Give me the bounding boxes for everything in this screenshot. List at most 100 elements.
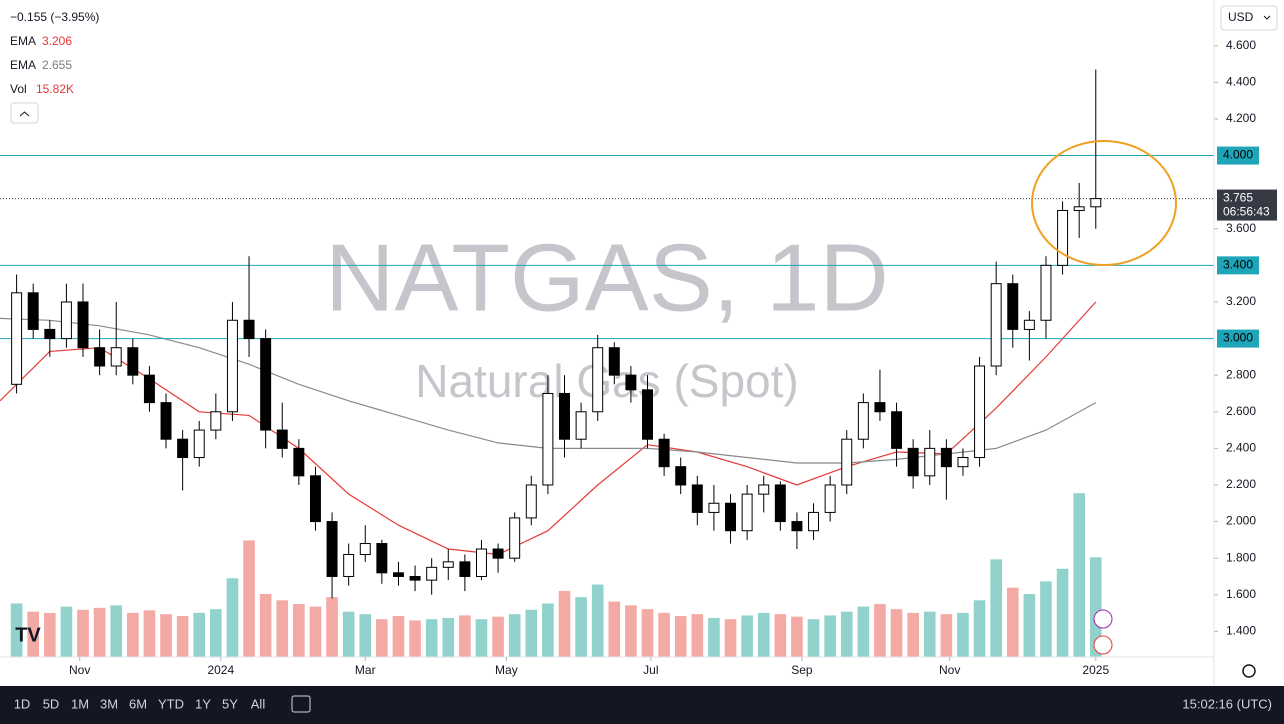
candle-body <box>409 575 421 581</box>
volume-bar <box>60 606 73 657</box>
level-label-bg <box>1217 256 1259 275</box>
volume-bar <box>757 612 770 657</box>
candle-body <box>260 338 272 431</box>
x-tick-label: Mar <box>355 663 376 677</box>
range-button[interactable]: 5Y <box>222 696 238 711</box>
volume-bar <box>226 578 239 657</box>
candle-body <box>44 328 56 340</box>
x-tick-label: Jul <box>643 663 658 677</box>
y-tick-label: 1.800 <box>1226 550 1256 564</box>
volume-bar <box>525 609 538 657</box>
volume-bar <box>160 614 172 657</box>
candle-body <box>940 447 952 468</box>
volume-bar <box>143 610 156 657</box>
candle-body <box>376 543 388 574</box>
candle-body <box>492 548 504 559</box>
candle-body <box>475 548 487 577</box>
volume-bar <box>243 540 255 657</box>
candle-body <box>509 517 521 559</box>
volume-bar <box>990 559 1002 657</box>
collapse-button[interactable] <box>10 102 39 124</box>
candle-body <box>343 554 355 577</box>
volume-bar <box>1089 557 1102 657</box>
y-tick-label: 4.600 <box>1226 38 1256 52</box>
volume-bar <box>475 619 488 657</box>
y-tick-label: 1.600 <box>1226 587 1256 601</box>
volume-bar <box>542 603 554 657</box>
candle-body <box>60 301 72 340</box>
calendar-icon[interactable] <box>291 695 311 713</box>
volume-bar <box>127 612 139 657</box>
y-tick-label: 2.200 <box>1226 477 1256 491</box>
range-button[interactable]: 3M <box>100 696 118 711</box>
range-button[interactable]: 1M <box>71 696 89 711</box>
candle-body <box>326 521 338 577</box>
volume-bar <box>176 616 189 657</box>
candle-body <box>691 484 703 513</box>
candle-body <box>791 521 803 532</box>
volume-bar <box>591 584 604 657</box>
range-button[interactable]: YTD <box>158 696 184 711</box>
candle-body <box>1073 206 1085 211</box>
event-icon[interactable] <box>1093 635 1113 655</box>
volume-bar <box>492 616 504 657</box>
candle-body <box>741 493 753 532</box>
volume-bar <box>326 597 338 657</box>
y-tick-label: 3.600 <box>1226 221 1256 235</box>
volume-bar <box>210 609 222 657</box>
event-icon[interactable] <box>1093 609 1113 629</box>
candle-body <box>824 484 836 513</box>
settings-icon[interactable] <box>1242 664 1256 678</box>
currency-button[interactable] <box>1220 5 1278 31</box>
x-tick-label: Sep <box>791 663 813 677</box>
volume-bar <box>459 615 471 657</box>
volume-bar <box>674 616 687 657</box>
volume-bar <box>575 597 587 657</box>
range-button[interactable]: 1Y <box>195 696 211 711</box>
currency[interactable]: USD <box>1228 10 1254 24</box>
candle-body <box>359 543 371 556</box>
candle-body <box>708 502 720 513</box>
candle-body <box>293 447 305 477</box>
y-tick-label: 2.000 <box>1226 514 1256 528</box>
volume-bar <box>658 612 670 657</box>
candle-body <box>1057 209 1069 266</box>
volume-bar <box>774 614 787 657</box>
volume-bar <box>77 609 89 657</box>
range-button[interactable]: 5D <box>43 696 60 711</box>
volume-bar <box>857 606 870 657</box>
volume-bar <box>1023 594 1036 657</box>
candle-body <box>442 561 454 568</box>
candle-body <box>27 292 39 330</box>
volume-bar <box>691 614 704 657</box>
candle-body <box>957 457 969 468</box>
volume-bar <box>442 617 455 657</box>
x-tick-label: May <box>495 663 518 677</box>
range-button[interactable]: 6M <box>129 696 147 711</box>
y-tick-label: 1.400 <box>1226 624 1256 638</box>
legend-value: 15.82K <box>36 82 74 96</box>
volume-bar <box>508 614 521 657</box>
legend: −0.155 (−3.95%) EMA 3.206 EMA 2.655 Vol … <box>10 10 99 124</box>
volume-bar <box>824 615 836 657</box>
candle-body <box>774 484 786 523</box>
candle-body <box>193 429 205 459</box>
range-button[interactable]: All <box>251 696 266 711</box>
candle-body <box>675 466 687 486</box>
volume-bar <box>973 600 986 657</box>
candle-body <box>525 484 537 519</box>
y-tick-label: 2.600 <box>1226 404 1256 418</box>
volume-bar <box>1056 568 1069 657</box>
candle-body <box>243 319 255 340</box>
volume-bar <box>259 594 272 657</box>
candle-body <box>758 484 770 495</box>
clock: 15:02:16 (UTC) <box>1182 696 1272 711</box>
candle-body <box>642 389 653 440</box>
volume-bar <box>276 600 289 657</box>
legend-value: 3.206 <box>42 34 72 48</box>
range-button[interactable]: 1D <box>14 696 31 711</box>
volume-bar <box>957 612 969 657</box>
volume-bar <box>741 615 753 657</box>
